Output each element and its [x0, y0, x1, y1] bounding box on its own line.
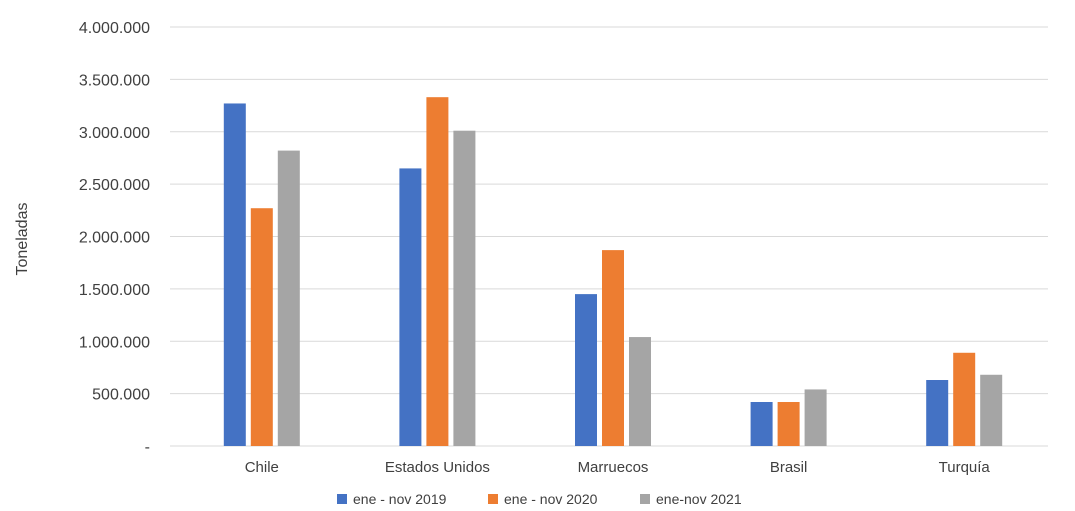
y-tick-label: 2.500.000 — [79, 177, 150, 194]
y-axis-title: Toneladas — [14, 203, 31, 276]
y-tick-label: 3.500.000 — [79, 72, 150, 89]
legend-label: ene - nov 2020 — [504, 491, 598, 507]
x-tick-label: Chile — [245, 459, 279, 476]
bar-brasil-series-2 — [777, 402, 800, 446]
y-tick-label: 1.500.000 — [79, 282, 150, 299]
legend-label: ene - nov 2019 — [353, 491, 447, 507]
bar-estados-unidos-series-3 — [453, 130, 476, 446]
y-tick-label: 3.000.000 — [79, 125, 150, 142]
legend-swatch — [337, 494, 347, 504]
bar-brasil-series-1 — [750, 402, 773, 446]
y-tick-label: 500.000 — [92, 387, 150, 404]
x-tick-label: Marruecos — [578, 459, 649, 476]
bar-marruecos-series-2 — [602, 250, 624, 446]
legend-swatch — [488, 494, 498, 504]
y-axis-ticks: - 500.000 1.000.000 1.500.000 2.000.000 2.500… — [79, 20, 150, 456]
y-tick-label: - — [145, 439, 150, 456]
bar-estados-unidos-series-2 — [426, 97, 449, 447]
bar-turquía-series-1 — [926, 380, 949, 446]
y-tick-label: 1.000.000 — [79, 334, 150, 351]
bar-chile-series-1 — [223, 103, 246, 446]
x-tick-label: Brasil — [770, 459, 808, 476]
bar-turquía-series-2 — [953, 352, 976, 446]
bars — [223, 97, 1003, 447]
bar-marruecos-series-3 — [629, 337, 651, 446]
x-tick-label: Turquía — [939, 459, 991, 476]
bar-brasil-series-3 — [804, 389, 827, 446]
legend-swatch — [640, 494, 650, 504]
bar-estados-unidos-series-1 — [399, 168, 422, 446]
x-axis-categories: Chile Estados Unidos Marruecos Brasil Turquí… — [245, 459, 991, 476]
bar-chile-series-3 — [277, 150, 300, 447]
legend: ene - nov 2019 ene - nov 2020 ene-nov 2021 — [337, 491, 742, 507]
gridlines — [170, 26, 1048, 447]
y-tick-label: 4.000.000 — [79, 20, 150, 37]
y-tick-label: 2.000.000 — [79, 230, 150, 247]
bar-marruecos-series-1 — [575, 294, 597, 446]
bar-turquía-series-3 — [980, 374, 1003, 446]
x-tick-label: Estados Unidos — [385, 459, 490, 476]
legend-label: ene-nov 2021 — [656, 491, 742, 507]
bar-chile-series-2 — [250, 208, 273, 446]
